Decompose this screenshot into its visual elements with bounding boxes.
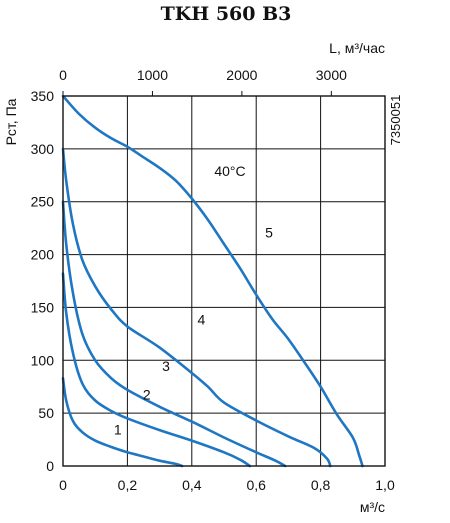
x-tick-label: 0,6 [246,477,266,493]
top-axis-label: L, м³/час [329,40,385,56]
curve-3 [61,200,287,468]
chart-title: TKH 560 B3 [161,3,292,25]
x-tick-label: 0,8 [311,477,331,493]
curve-5 [61,94,364,468]
curve-label-3: 3 [162,358,170,374]
top-tick-label: 3000 [316,67,347,83]
top-tick-label: 1000 [137,67,168,83]
top-tick-label: 2000 [226,67,257,83]
curve-label-2: 2 [143,386,151,402]
curve-label-4: 4 [198,311,206,327]
x-tick-label: 0,2 [118,477,138,493]
y-tick-label: 200 [31,247,55,263]
y-tick-label: 350 [31,88,55,104]
y-tick-label: 250 [31,194,55,210]
y-axis-label: Рст, Па [3,98,19,145]
curve-4 [61,147,332,468]
y-tick-label: 50 [38,405,54,421]
y-tick-label: 150 [31,299,55,315]
top-tick-label: 0 [59,67,67,83]
y-tick-label: 0 [46,458,54,474]
x-tick-label: 0,4 [182,477,202,493]
plot-frame [62,95,386,467]
y-tick-label: 100 [31,352,55,368]
curve-label-5: 5 [265,225,273,241]
curve-label-1: 1 [114,421,122,437]
x-tick-label: 1,0 [375,477,395,493]
curve-1 [61,377,184,468]
curves [61,94,364,468]
curve-2 [61,272,252,468]
y-tick-label: 300 [31,141,55,157]
temperature-annotation: 40°C [214,163,245,179]
side-code: 7350051 [388,95,403,146]
x-axis-label: м³/с [360,499,385,515]
x-tick-label: 0 [59,477,67,493]
